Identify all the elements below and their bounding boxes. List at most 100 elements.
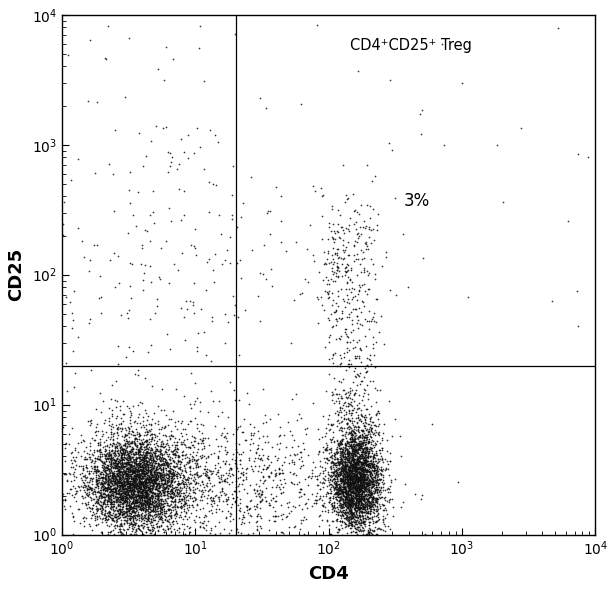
Point — [125, 466, 135, 476]
Point — [354, 485, 364, 494]
Point — [146, 436, 156, 445]
Point — [327, 266, 336, 276]
Point — [165, 486, 175, 496]
Point — [110, 487, 120, 496]
Point — [133, 452, 143, 461]
Point — [323, 448, 333, 457]
Point — [369, 464, 379, 473]
Point — [369, 451, 379, 460]
Point — [336, 284, 346, 294]
Point — [156, 455, 165, 465]
Point — [335, 464, 345, 473]
Point — [157, 467, 167, 477]
Point — [155, 444, 165, 453]
Point — [342, 437, 352, 446]
Point — [170, 500, 180, 510]
Point — [131, 503, 141, 513]
Point — [357, 450, 367, 460]
Point — [323, 489, 333, 498]
Point — [105, 468, 115, 478]
Point — [210, 522, 220, 531]
Point — [106, 498, 116, 507]
Point — [355, 486, 365, 495]
Point — [135, 468, 145, 478]
Point — [368, 475, 378, 484]
Point — [117, 455, 127, 465]
Point — [344, 455, 354, 465]
Point — [126, 520, 136, 529]
Point — [164, 469, 173, 478]
Point — [358, 477, 368, 486]
Point — [140, 497, 150, 507]
Point — [360, 388, 370, 397]
Point — [335, 506, 345, 516]
Point — [128, 445, 138, 454]
Point — [128, 346, 138, 356]
Point — [153, 486, 163, 496]
Point — [351, 486, 361, 496]
Point — [341, 329, 351, 339]
Point — [140, 480, 149, 489]
Point — [353, 460, 363, 469]
Point — [346, 307, 356, 317]
Point — [148, 491, 157, 501]
Point — [129, 477, 138, 487]
Point — [93, 454, 103, 464]
Point — [357, 481, 367, 491]
Point — [130, 457, 140, 467]
Point — [356, 485, 366, 494]
Point — [170, 449, 180, 458]
Point — [347, 483, 357, 493]
Point — [351, 490, 361, 499]
Point — [341, 492, 351, 502]
Point — [127, 469, 137, 478]
Point — [335, 474, 345, 483]
Point — [350, 434, 360, 443]
Point — [126, 509, 136, 518]
Point — [373, 454, 383, 463]
Point — [125, 479, 135, 489]
Point — [547, 296, 557, 306]
Point — [124, 473, 134, 482]
Point — [98, 477, 108, 486]
Point — [334, 313, 344, 323]
Point — [116, 478, 126, 487]
Point — [121, 436, 130, 445]
Point — [183, 495, 192, 504]
Point — [390, 415, 400, 424]
Point — [357, 472, 367, 481]
Point — [340, 266, 350, 276]
Point — [87, 526, 97, 535]
Point — [341, 453, 351, 462]
Point — [272, 480, 282, 490]
Point — [97, 478, 106, 487]
Point — [103, 478, 113, 488]
Point — [137, 486, 146, 496]
Point — [378, 512, 387, 521]
Point — [148, 511, 157, 520]
Point — [342, 455, 352, 464]
Point — [158, 439, 168, 448]
Point — [145, 499, 155, 508]
Point — [384, 470, 394, 480]
Point — [349, 390, 359, 399]
Point — [187, 441, 197, 450]
Point — [339, 254, 349, 263]
Point — [358, 504, 368, 514]
Point — [370, 486, 380, 496]
Point — [351, 489, 360, 498]
Point — [356, 267, 366, 277]
Point — [114, 510, 124, 520]
Point — [330, 467, 339, 477]
Point — [114, 497, 124, 507]
Point — [132, 471, 141, 481]
Point — [326, 452, 336, 461]
Point — [367, 476, 377, 486]
Point — [346, 467, 356, 477]
Point — [327, 388, 336, 397]
Point — [182, 453, 192, 462]
Point — [97, 491, 106, 500]
Point — [298, 438, 308, 447]
Point — [357, 376, 367, 385]
Point — [136, 526, 146, 536]
